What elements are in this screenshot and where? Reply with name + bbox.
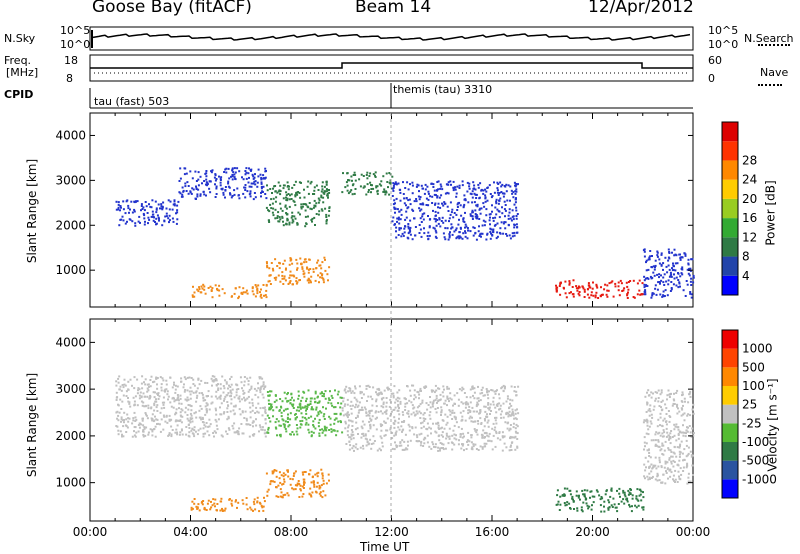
cpid-label: CPID (4, 88, 34, 101)
xtick-label-5: 20:00 (575, 525, 610, 539)
velocity-colorbar-tick-3: 25 (742, 398, 757, 412)
nsky-strip-frame (89, 26, 694, 51)
velocity-colorbar-tick-2: 100 (742, 379, 765, 393)
xtick-label-6: 00:00 (676, 525, 711, 539)
freq-unit: [MHz] (6, 66, 39, 79)
power-colorbar-seg-0 (722, 275, 738, 295)
velocity-colorbar-label: Velocity [m s⁻¹] (765, 378, 780, 472)
cpid-mode-1: tau (fast) 503 (94, 95, 170, 108)
freq-label: Freq. (4, 54, 32, 67)
freq-tick-high: 18 (64, 54, 78, 67)
velocity-colorbar-tick-0: 1000 (742, 342, 773, 356)
power-region-7 (555, 279, 644, 299)
nsearch-tick-high: 10^5 (708, 24, 739, 37)
velocity-region-5 (555, 487, 645, 513)
velocity-colorbar-tick-1: 500 (742, 360, 765, 374)
power-region-1 (178, 167, 268, 201)
nsky-label: N.Sky (4, 32, 36, 45)
velocity-colorbar-frame (721, 329, 739, 499)
xtick-label-1: 04:00 (173, 525, 208, 539)
beam-title: Beam 14 (355, 0, 432, 17)
power-colorbar-seg-7 (722, 141, 738, 161)
power-colorbar-seg-3 (722, 218, 738, 238)
velocity-colorbar-seg-8 (722, 330, 738, 349)
velocity-colorbar-seg-6 (722, 367, 738, 386)
freq-trace (90, 62, 693, 69)
power-colorbar-frame (721, 121, 739, 296)
velocity-region-0 (115, 375, 268, 438)
power-region-5 (191, 283, 268, 300)
nsearch-label: N.Search (744, 32, 794, 45)
velocity-ytick-label-0: 1000 (55, 476, 86, 490)
power-ytick-label-1: 2000 (55, 218, 86, 232)
velocity-ytick-label-2: 3000 (55, 382, 86, 396)
velocity-region-4 (265, 468, 330, 499)
velocity-region-1 (266, 389, 344, 438)
xtick-label-2: 08:00 (274, 525, 309, 539)
velocity-colorbar-tick-5: -100 (742, 435, 769, 449)
power-region-4 (391, 180, 519, 241)
power-colorbar-seg-1 (722, 256, 738, 276)
velocity-colorbar-seg-1 (722, 460, 738, 480)
xtick-label-3: 12:00 (374, 525, 409, 539)
velocity-region-3 (190, 496, 266, 513)
nsearch-tick-low: 10^0 (708, 38, 739, 51)
freq-tick-low: 8 (66, 72, 73, 85)
power-colorbar-tick-2: 12 (742, 230, 757, 244)
nave-label: Nave (760, 66, 789, 79)
velocity-colorbar-tick-6: -500 (742, 454, 769, 468)
nsky-trace (92, 33, 691, 41)
date-title: 12/Apr/2012 (588, 0, 694, 17)
velocity-colorbar-seg-0 (722, 479, 738, 498)
nsky-tick-high: 10^5 (60, 24, 91, 37)
power-ytick-label-2: 3000 (55, 173, 86, 187)
velocity-region-6 (642, 389, 695, 485)
power-colorbar-label: Power [dB] (763, 180, 778, 246)
power-ytick-label-3: 4000 (55, 128, 86, 142)
power-colorbar-seg-2 (722, 237, 738, 257)
nave-tick-low: 0 (708, 72, 715, 85)
velocity-colorbar-seg-3 (722, 423, 738, 442)
power-colorbar-tick-4: 20 (742, 192, 757, 206)
power-region-3 (341, 171, 394, 196)
velocity-colorbar-seg-4 (722, 404, 738, 424)
power-colorbar-tick-5: 24 (742, 173, 757, 187)
velocity-colorbar-tick-4: -25 (742, 416, 762, 430)
power-region-6 (265, 256, 331, 286)
power-colorbar-tick-0: 4 (742, 269, 750, 283)
velocity-ylabel: Slant Range [km] (25, 372, 40, 478)
power-colorbar-seg-5 (722, 179, 738, 199)
power-colorbar-tick-3: 16 (742, 211, 757, 225)
velocity-ytick-label-3: 4000 (55, 335, 86, 349)
nave-tick-high: 60 (708, 54, 722, 67)
x-axis-label: Time UT (360, 540, 410, 554)
velocity-colorbar-seg-2 (722, 442, 738, 461)
power-ytick-label-0: 1000 (55, 263, 86, 277)
power-colorbar-seg-6 (722, 160, 738, 180)
cpid-mode-2: themis (tau) 3310 (393, 83, 493, 96)
power-colorbar-seg-8 (722, 122, 738, 142)
velocity-region-2 (341, 384, 520, 452)
power-colorbar-tick-6: 28 (742, 153, 757, 167)
velocity-colorbar-seg-7 (722, 348, 738, 368)
velocity-colorbar-seg-5 (722, 386, 738, 405)
velocity-ytick-label-1: 2000 (55, 429, 86, 443)
nsky-tick-low: 10^0 (60, 38, 91, 51)
xtick-label-4: 16:00 (475, 525, 510, 539)
xtick-label-0: 00:00 (73, 525, 108, 539)
power-region-8 (642, 248, 695, 299)
velocity-colorbar-tick-7: -1000 (742, 472, 777, 486)
power-ylabel: Slant Range [km] (25, 158, 40, 264)
station-title: Goose Bay (fitACF) (92, 0, 252, 17)
power-region-0 (115, 199, 180, 227)
power-colorbar-seg-4 (722, 198, 738, 219)
power-colorbar-tick-1: 8 (742, 250, 750, 264)
power-region-2 (265, 180, 331, 228)
